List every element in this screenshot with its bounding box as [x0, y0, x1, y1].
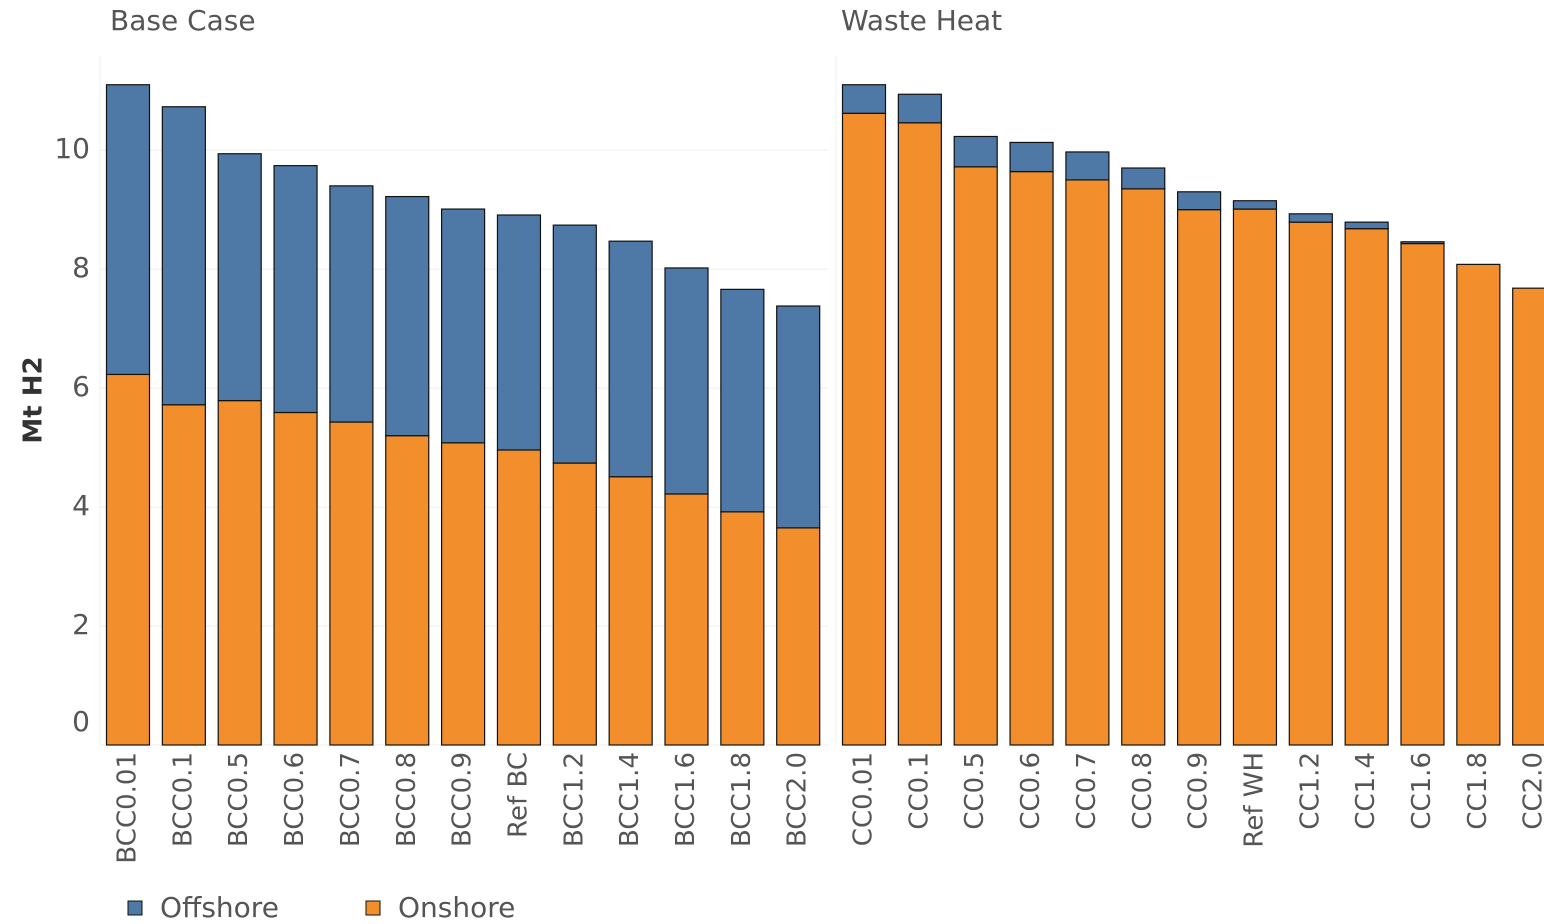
x-tick-label: Ref BC	[503, 752, 533, 838]
bar-segment	[1121, 167, 1166, 190]
bar-segment	[1288, 213, 1333, 223]
bar-segment	[841, 84, 887, 114]
bar-segment	[273, 165, 318, 414]
bar-segment	[664, 493, 709, 746]
bar-segment	[1121, 188, 1166, 746]
bar-segment	[1065, 151, 1110, 181]
bar-segment	[608, 240, 653, 478]
y-tick-label: 8	[72, 251, 90, 284]
bar-segment	[1232, 200, 1278, 210]
y-tick-label: 2	[72, 608, 90, 641]
x-tick-label: CC0.6	[1016, 752, 1046, 830]
bar-segment	[1456, 263, 1501, 746]
x-tick-label: CC1.2	[1295, 752, 1325, 830]
bar-segment	[161, 106, 206, 406]
bar-segment	[273, 411, 318, 746]
bar-segment	[720, 511, 765, 746]
bar-segment	[385, 435, 430, 746]
bar-segment	[953, 166, 998, 746]
x-tick-label: BCC0.5	[224, 752, 254, 847]
bar-segment	[552, 462, 597, 746]
y-tick-label: 10	[54, 132, 90, 165]
bar-segment	[217, 399, 262, 746]
x-tick-label: BCC1.6	[671, 752, 701, 847]
bar-segment	[1176, 209, 1222, 746]
bar-segment	[1344, 228, 1389, 746]
x-tick-label: BCC1.4	[615, 752, 645, 847]
bar-segment	[776, 305, 821, 529]
bar-segment	[496, 449, 542, 746]
bar-segment	[1232, 208, 1278, 746]
x-tick-label: BCC0.6	[280, 752, 310, 847]
bar-segment	[552, 224, 597, 464]
x-tick-label: BCC0.9	[448, 752, 478, 847]
x-tick-label: CC1.8	[1463, 752, 1493, 830]
panel-title: Waste Heat	[841, 4, 1002, 37]
panel-title: Base Case	[110, 4, 256, 37]
x-tick-label: BCC0.1	[168, 752, 198, 847]
bar-segment	[329, 185, 374, 423]
x-tick-label: BCC1.2	[559, 752, 589, 847]
bar-segment	[841, 112, 887, 746]
legend-swatch	[365, 900, 381, 916]
bar-segment	[105, 373, 151, 746]
y-axis-label: Mt H2	[19, 356, 49, 443]
bar-segment	[897, 122, 942, 746]
bar-segment	[1344, 221, 1389, 230]
bar-segment	[608, 476, 653, 746]
x-tick-label: CC0.01	[849, 752, 879, 846]
legend-swatch	[127, 900, 143, 916]
bar-segment	[329, 421, 374, 746]
bar-segment	[217, 153, 262, 402]
x-tick-label: BCC0.8	[392, 752, 422, 847]
x-tick-label: Ref WH	[1239, 752, 1269, 848]
x-tick-label: CC1.4	[1351, 752, 1381, 830]
bar-segment	[1400, 241, 1445, 245]
legend-label: Offshore	[160, 891, 279, 924]
bar-segment	[1009, 141, 1054, 173]
bar-segment	[664, 267, 709, 495]
bar-segment	[1065, 179, 1110, 746]
x-tick-label: CC0.7	[1072, 752, 1102, 830]
y-tick-label: 6	[72, 370, 90, 403]
bar-segment	[776, 527, 821, 746]
bar-segment	[161, 404, 206, 746]
y-tick-label: 4	[72, 489, 90, 522]
bar-segment	[1400, 242, 1445, 746]
x-tick-label: BCC0.01	[113, 752, 143, 864]
bar-segment	[1176, 191, 1222, 211]
bar-segment	[1009, 170, 1054, 746]
x-tick-label: CC0.5	[960, 752, 990, 830]
bar-segment	[1512, 287, 1544, 746]
x-tick-label: CC0.8	[1128, 752, 1158, 830]
bar-segment	[897, 93, 942, 124]
y-tick-label: 0	[72, 705, 90, 738]
x-tick-label: CC0.1	[904, 752, 934, 830]
bar-segment	[1288, 221, 1333, 746]
bar-segment	[441, 442, 486, 746]
x-tick-label: BCC2.0	[783, 752, 813, 847]
bar-segment	[953, 135, 998, 168]
legend-label: Onshore	[398, 891, 515, 924]
x-tick-label: BCC1.8	[727, 752, 757, 847]
bar-segment	[496, 214, 542, 451]
x-tick-label: CC2.0	[1519, 752, 1544, 830]
bar-segment	[720, 288, 765, 513]
x-tick-label: CC1.6	[1407, 752, 1437, 830]
bar-segment	[105, 84, 151, 376]
bar-segment	[441, 208, 486, 444]
x-tick-label: BCC0.7	[336, 752, 366, 847]
x-tick-label: CC0.9	[1184, 752, 1214, 830]
bar-segment	[385, 195, 430, 437]
